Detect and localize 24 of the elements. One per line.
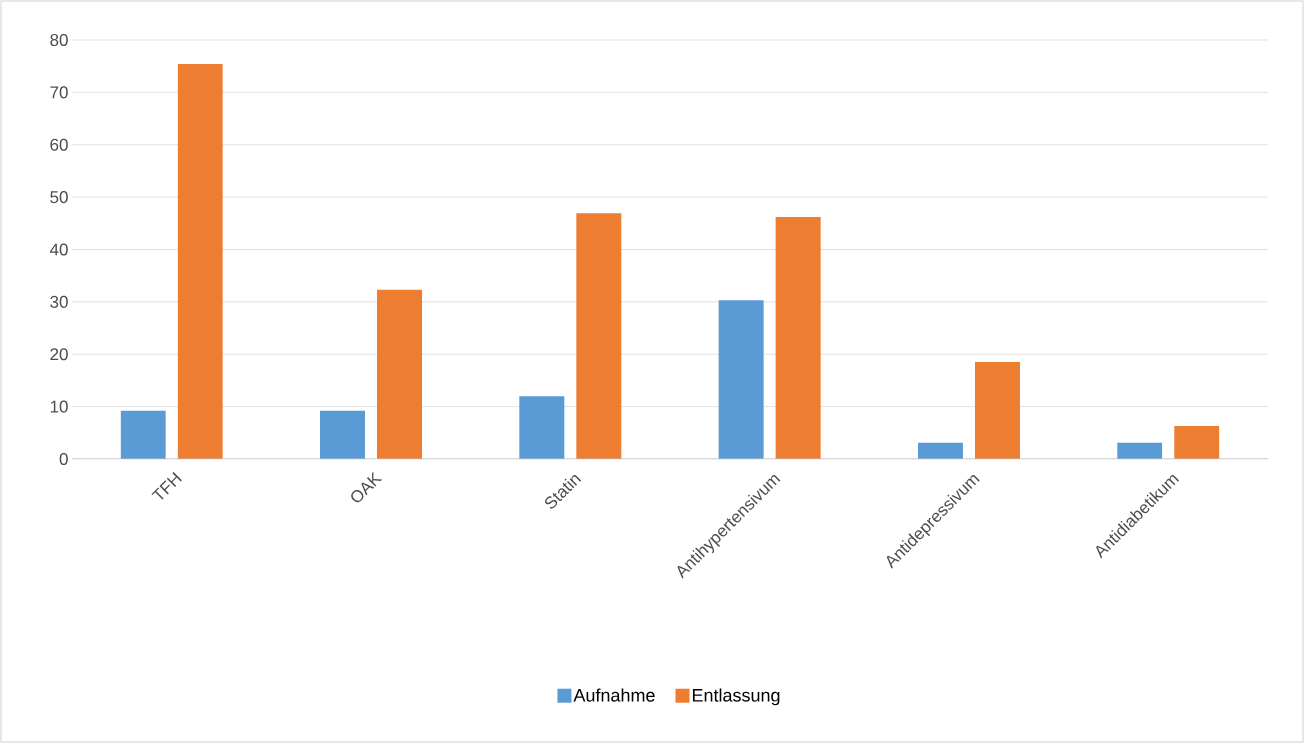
legend-label: Aufnahme [573,688,655,702]
bar [1117,442,1163,459]
y-tick-label: 20 [50,348,68,361]
bar [917,442,963,459]
bar [1174,425,1220,459]
bar [177,64,223,459]
y-tick-label: 70 [50,86,68,99]
bar [377,289,422,459]
bar [974,362,1020,459]
y-tick-label: 40 [49,243,68,256]
y-tick-label: 80 [50,33,68,47]
bar [775,217,821,459]
bar [519,396,565,459]
y-tick-label: 10 [50,400,68,413]
bar [120,410,166,459]
y-tick-label: 50 [50,191,68,204]
x-tick-label: TFH [151,472,182,500]
y-tick-label: 30 [50,295,68,308]
y-tick-label: 60 [50,138,68,151]
bar [576,213,622,459]
bar [320,410,365,459]
bar [718,300,764,459]
y-tick-label: 0 [59,452,68,466]
legend-label: Entlassung [692,688,780,706]
